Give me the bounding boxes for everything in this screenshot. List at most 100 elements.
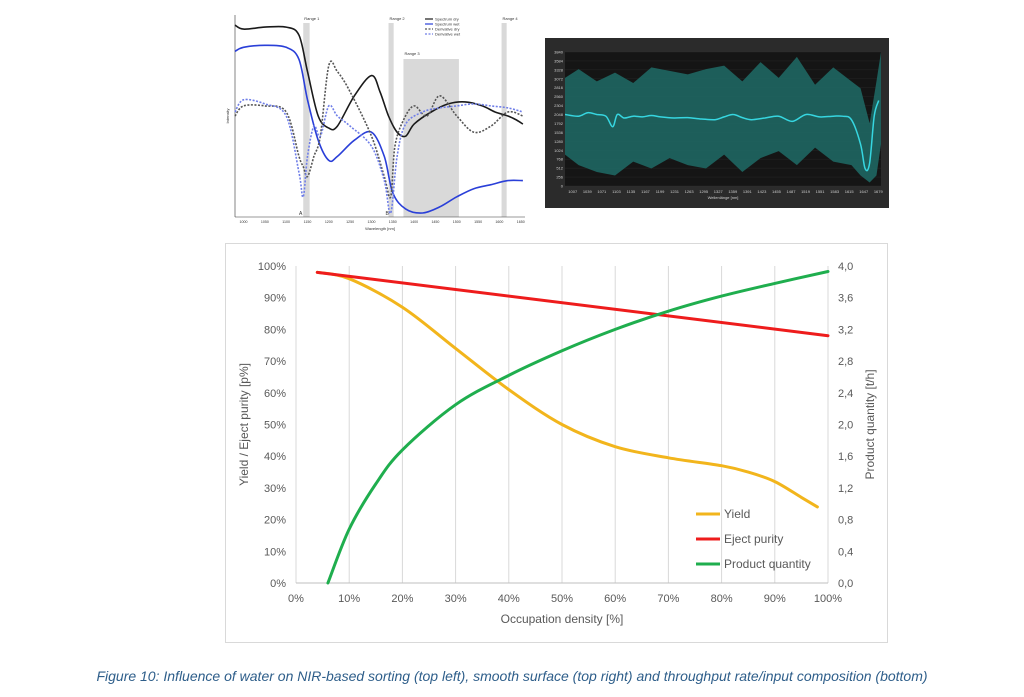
x-tick-label: 1199 (656, 189, 665, 194)
y-tick-label-right: 2,8 (838, 356, 853, 368)
x-tick-label: 1391 (743, 189, 753, 194)
range-label-2: Range 2 (390, 16, 406, 21)
x-tick-label: 1650 (517, 220, 525, 224)
y-tick-label-right: 3,2 (838, 324, 853, 336)
y-tick-label-right: 4,0 (838, 261, 853, 273)
y-tick-label-left: 90% (264, 293, 286, 305)
y-tick-label: 2816 (554, 85, 564, 90)
x-tick-label: 1007 (568, 189, 578, 194)
x-tick-label: 1359 (728, 189, 738, 194)
y-tick-label-left: 20% (264, 515, 286, 527)
series-line-yield (315, 270, 819, 509)
x-tick-label: 1000 (240, 220, 248, 224)
x-tick-label: 1250 (346, 220, 354, 224)
x-axis-title: Occupation density [%] (501, 612, 624, 626)
y-tick-label-right: 0,4 (838, 546, 853, 558)
x-tick-label: 40% (498, 593, 520, 605)
marker-label-1: A (299, 211, 303, 217)
x-axis-title: Wavelength [nm] (365, 226, 395, 231)
x-tick-label: 1039 (583, 189, 593, 194)
y-tick-label: 3328 (554, 67, 564, 72)
series-line-eject-purity (315, 270, 830, 338)
y-tick-label-left: 70% (264, 356, 286, 368)
nir-spectrum-svg: Range 1 Range 2 Range 3 Range 4 A B 1000 1050 11… (225, 15, 525, 231)
legend-label-yield: Yield (724, 507, 750, 521)
x-tick-label: 1583 (830, 189, 840, 194)
x-tick-label: 1327 (714, 189, 724, 194)
y-tick-label-right: 0,0 (838, 578, 853, 590)
x-tick-label: 1135 (627, 189, 636, 194)
x-tick-label: 20% (391, 593, 413, 605)
legend-label-1: Spectrum dry (435, 17, 459, 22)
y-tick-label: 3072 (554, 76, 564, 81)
y-tick-label-left: 80% (264, 324, 286, 336)
throughput-svg: 0% 10% 20% 30% 40% 50% 60% 70% 80% 90% 100% 0% 10% 20… (237, 261, 877, 626)
y-tick-label-left: 50% (264, 420, 286, 432)
x-tick-label: 1071 (597, 189, 607, 194)
x-tick-label: 1350 (389, 220, 397, 224)
x-tick-label: 10% (338, 593, 360, 605)
range-label-3: Range 3 (404, 51, 420, 56)
x-tick-label: 50% (551, 593, 573, 605)
x-tick-label: 1455 (772, 189, 782, 194)
x-tick-label: 90% (764, 593, 786, 605)
y-tick-label: 2304 (554, 103, 564, 108)
range-label-1: Range 1 (304, 16, 320, 21)
x-tick-label: 1400 (410, 220, 418, 224)
x-tick-label: 1100 (282, 220, 290, 224)
x-tick-label: 1551 (816, 189, 826, 194)
series-line-2 (234, 44, 523, 214)
marker-label-2: B (386, 211, 390, 217)
range-band-3 (403, 59, 459, 217)
series-line-4 (234, 98, 524, 215)
range-label-4: Range 4 (503, 16, 519, 21)
y-tick-label: 1536 (554, 130, 564, 135)
y-tick-label-right: 1,6 (838, 451, 853, 463)
surface-spectrum-chart: 0 256 512 768 1024 1280 1536 1792 2048 2304 2560 28… (545, 38, 889, 208)
y-tick-label: 0 (561, 184, 564, 189)
x-tick-label: 60% (604, 593, 626, 605)
y-axis-title-left: Yield / Eject purity [p%] (237, 363, 251, 486)
y-tick-label-right: 2,0 (838, 420, 853, 432)
x-tick-label: 1450 (431, 220, 439, 224)
x-tick-label: 1423 (757, 189, 767, 194)
y-tick-label-left: 30% (264, 483, 286, 495)
figure-caption: Figure 10: Influence of water on NIR-bas… (96, 668, 928, 684)
throughput-chart: 0% 10% 20% 30% 40% 50% 60% 70% 80% 90% 100% 0% 10% 20… (225, 243, 888, 643)
y-tick-label-left: 0% (270, 578, 286, 590)
series-line-1 (234, 24, 524, 138)
y-tick-label: 3840 (554, 50, 564, 55)
y-axis-title-right: Product quantity [t/h] (863, 369, 877, 479)
x-tick-label: 1200 (325, 220, 333, 224)
y-tick-label: 768 (556, 157, 563, 162)
y-tick-label: 1792 (554, 121, 564, 126)
x-tick-label: 30% (445, 593, 467, 605)
legend-label-product-quantity: Product quantity (724, 557, 811, 571)
y-tick-label-left: 60% (264, 388, 286, 400)
x-tick-label: 1167 (641, 189, 650, 194)
y-tick-label: 2560 (554, 94, 564, 99)
y-tick-label-left: 100% (258, 261, 286, 273)
y-tick-label-right: 1,2 (838, 483, 853, 495)
y-tick-label-left: 10% (264, 546, 286, 558)
x-tick-label: 1295 (699, 189, 709, 194)
series-line-product-quantity (326, 270, 830, 585)
x-tick-label: 1500 (453, 220, 461, 224)
x-tick-label: 1519 (801, 189, 811, 194)
x-tick-label: 1600 (495, 220, 503, 224)
x-tick-label: 0% (288, 593, 304, 605)
y-tick-label: 2048 (554, 112, 564, 117)
x-tick-label: 1263 (685, 189, 695, 194)
y-tick-label-left: 40% (264, 451, 286, 463)
y-tick-label-right: 0,8 (838, 515, 853, 527)
y-tick-label: 3584 (554, 58, 564, 63)
y-tick-label-right: 3,6 (838, 293, 853, 305)
x-tick-label: 1487 (787, 189, 797, 194)
mean-spectrum-line (564, 100, 880, 172)
legend-label-4: Derivative wet (435, 32, 461, 37)
x-tick-label: 1231 (670, 189, 680, 194)
x-tick-label: 1615 (845, 189, 855, 194)
x-axis-title: Wellenlänge [nm] (708, 195, 739, 200)
legend-label-3: Derivative dry (435, 27, 459, 32)
x-tick-label: 1150 (304, 220, 312, 224)
